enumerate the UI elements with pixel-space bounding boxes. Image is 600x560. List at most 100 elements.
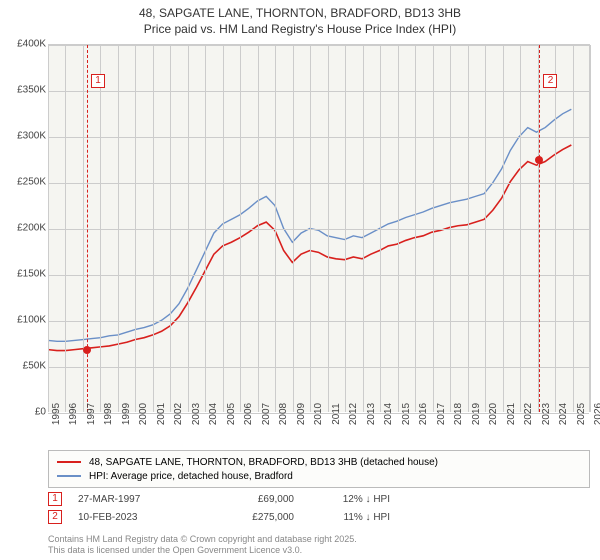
gridline-h bbox=[48, 137, 589, 138]
x-tick-label: 2024 bbox=[558, 403, 569, 425]
y-tick-label: £350K bbox=[2, 85, 46, 96]
sale-price: £275,000 bbox=[214, 512, 294, 523]
chart-container: 48, SAPGATE LANE, THORNTON, BRADFORD, BD… bbox=[0, 0, 600, 560]
x-tick-label: 2007 bbox=[261, 403, 272, 425]
gridline-v bbox=[573, 45, 574, 412]
gridline-v bbox=[223, 45, 224, 412]
marker-dot bbox=[535, 156, 543, 164]
chart-title: 48, SAPGATE LANE, THORNTON, BRADFORD, BD… bbox=[0, 0, 600, 37]
footer-line-1: Contains HM Land Registry data © Crown c… bbox=[48, 534, 357, 545]
x-tick-label: 2003 bbox=[191, 403, 202, 425]
gridline-v bbox=[240, 45, 241, 412]
y-tick-label: £250K bbox=[2, 177, 46, 188]
gridline-v bbox=[188, 45, 189, 412]
x-tick-label: 2025 bbox=[576, 403, 587, 425]
marker-line bbox=[539, 45, 540, 412]
legend: 48, SAPGATE LANE, THORNTON, BRADFORD, BD… bbox=[48, 450, 590, 488]
x-tick-label: 1995 bbox=[51, 403, 62, 425]
y-tick-label: £400K bbox=[2, 39, 46, 50]
gridline-v bbox=[590, 45, 591, 412]
sales-table: 1 27-MAR-1997 £69,000 12% ↓ HPI 2 10-FEB-2023… bbox=[48, 490, 390, 526]
gridline-v bbox=[310, 45, 311, 412]
sale-marker: 1 bbox=[48, 492, 62, 506]
gridline-v bbox=[433, 45, 434, 412]
x-tick-label: 2011 bbox=[331, 403, 342, 425]
gridline-v bbox=[48, 45, 49, 412]
x-tick-label: 2022 bbox=[523, 403, 534, 425]
legend-row: HPI: Average price, detached house, Brad… bbox=[57, 469, 581, 483]
gridline-v bbox=[275, 45, 276, 412]
x-tick-label: 2000 bbox=[138, 403, 149, 425]
gridline-v bbox=[170, 45, 171, 412]
gridline-v bbox=[100, 45, 101, 412]
x-tick-label: 2004 bbox=[208, 403, 219, 425]
gridline-h bbox=[48, 45, 589, 46]
gridline-v bbox=[83, 45, 84, 412]
x-tick-label: 1998 bbox=[103, 403, 114, 425]
x-tick-label: 2019 bbox=[471, 403, 482, 425]
legend-swatch bbox=[57, 475, 81, 477]
x-tick-label: 2014 bbox=[383, 403, 394, 425]
y-tick-label: £150K bbox=[2, 269, 46, 280]
sale-date: 27-MAR-1997 bbox=[78, 494, 198, 505]
gridline-h bbox=[48, 183, 589, 184]
x-tick-label: 2008 bbox=[278, 403, 289, 425]
sale-pct: 11% ↓ HPI bbox=[310, 512, 390, 523]
gridline-v bbox=[65, 45, 66, 412]
sale-price: £69,000 bbox=[214, 494, 294, 505]
gridline-v bbox=[520, 45, 521, 412]
y-tick-label: £50K bbox=[2, 361, 46, 372]
legend-label: HPI: Average price, detached house, Brad… bbox=[89, 471, 293, 482]
legend-row: 48, SAPGATE LANE, THORNTON, BRADFORD, BD… bbox=[57, 455, 581, 469]
x-tick-label: 2013 bbox=[366, 403, 377, 425]
sale-row: 2 10-FEB-2023 £275,000 11% ↓ HPI bbox=[48, 508, 390, 526]
x-tick-label: 2026 bbox=[593, 403, 600, 425]
x-tick-label: 1997 bbox=[86, 403, 97, 425]
x-tick-label: 2010 bbox=[313, 403, 324, 425]
gridline-h bbox=[48, 367, 589, 368]
gridline-v bbox=[450, 45, 451, 412]
gridline-v bbox=[415, 45, 416, 412]
gridline-v bbox=[153, 45, 154, 412]
gridline-v bbox=[555, 45, 556, 412]
gridline-v bbox=[118, 45, 119, 412]
gridline-v bbox=[503, 45, 504, 412]
marker-box: 2 bbox=[543, 74, 557, 88]
legend-swatch bbox=[57, 461, 81, 463]
gridline-v bbox=[258, 45, 259, 412]
sale-marker: 2 bbox=[48, 510, 62, 524]
gridline-v bbox=[485, 45, 486, 412]
gridline-v bbox=[135, 45, 136, 412]
footer: Contains HM Land Registry data © Crown c… bbox=[48, 534, 357, 556]
y-tick-label: £300K bbox=[2, 131, 46, 142]
x-tick-label: 2012 bbox=[348, 403, 359, 425]
gridline-h bbox=[48, 229, 589, 230]
x-tick-label: 1996 bbox=[68, 403, 79, 425]
x-tick-label: 2020 bbox=[488, 403, 499, 425]
x-tick-label: 2002 bbox=[173, 403, 184, 425]
sale-pct: 12% ↓ HPI bbox=[310, 494, 390, 505]
x-tick-label: 2016 bbox=[418, 403, 429, 425]
marker-dot bbox=[83, 346, 91, 354]
y-tick-label: £0 bbox=[2, 407, 46, 418]
x-tick-label: 2005 bbox=[226, 403, 237, 425]
sale-date: 10-FEB-2023 bbox=[78, 512, 198, 523]
marker-line bbox=[87, 45, 88, 412]
title-line-1: 48, SAPGATE LANE, THORNTON, BRADFORD, BD… bbox=[0, 6, 600, 22]
legend-label: 48, SAPGATE LANE, THORNTON, BRADFORD, BD… bbox=[89, 457, 438, 468]
x-tick-label: 2001 bbox=[156, 403, 167, 425]
gridline-v bbox=[328, 45, 329, 412]
gridline-v bbox=[345, 45, 346, 412]
marker-box: 1 bbox=[91, 74, 105, 88]
x-tick-label: 2018 bbox=[453, 403, 464, 425]
x-tick-label: 1999 bbox=[121, 403, 132, 425]
x-tick-label: 2015 bbox=[401, 403, 412, 425]
gridline-h bbox=[48, 321, 589, 322]
x-tick-label: 2006 bbox=[243, 403, 254, 425]
x-tick-label: 2009 bbox=[296, 403, 307, 425]
plot-area: 12 bbox=[48, 44, 590, 412]
y-tick-label: £200K bbox=[2, 223, 46, 234]
y-tick-label: £100K bbox=[2, 315, 46, 326]
footer-line-2: This data is licensed under the Open Gov… bbox=[48, 545, 357, 556]
x-tick-label: 2021 bbox=[506, 403, 517, 425]
